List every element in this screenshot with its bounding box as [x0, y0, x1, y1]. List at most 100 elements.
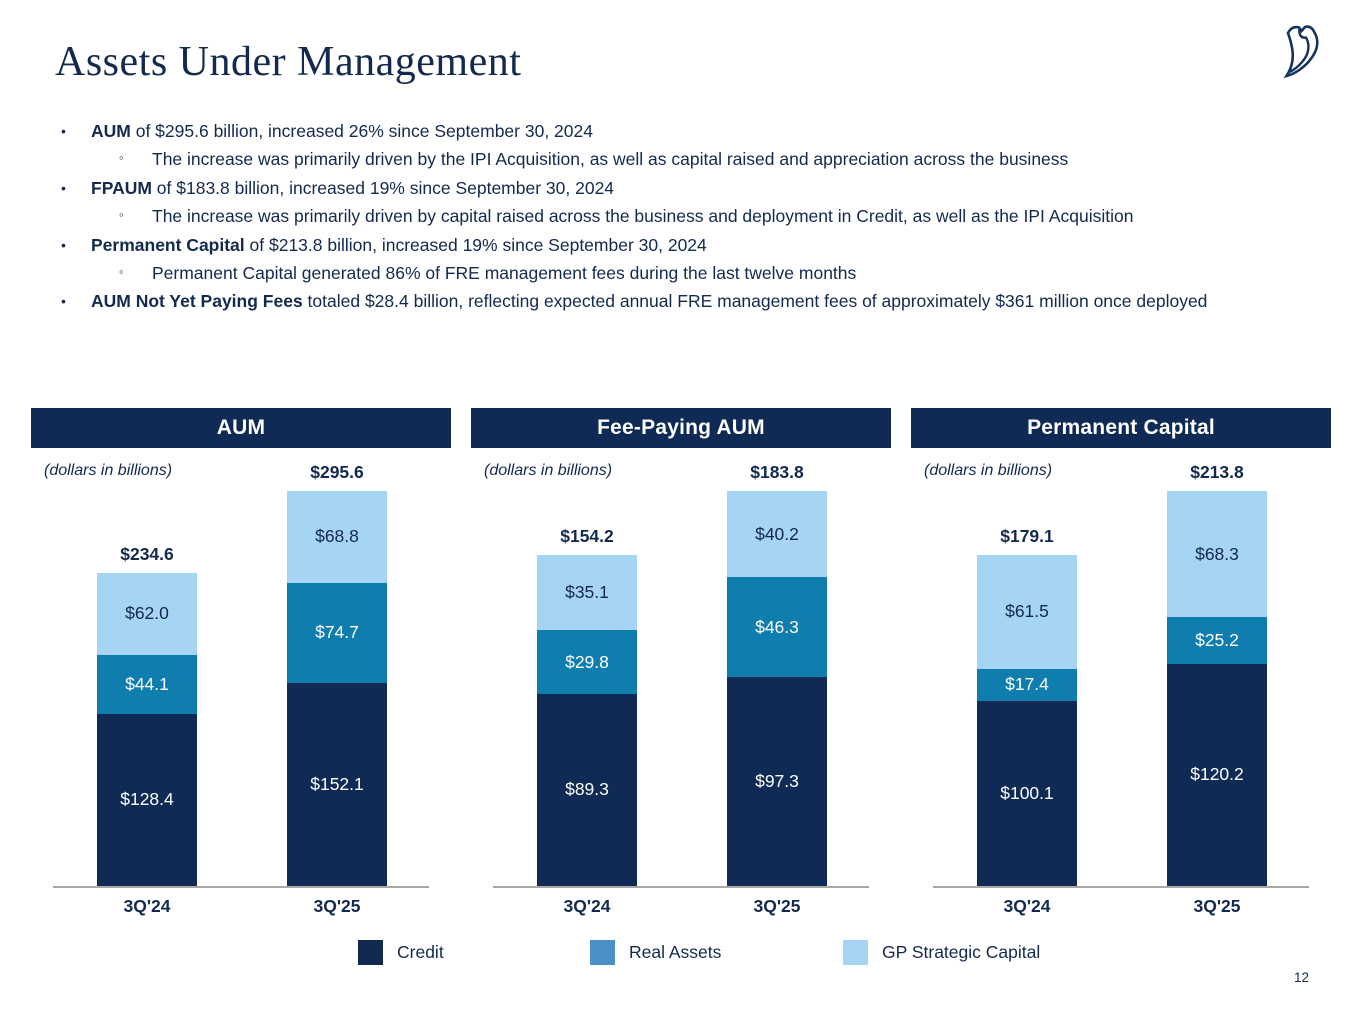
stacked-bar-3q-25: $68.3 $25.2 $120.2 — [1167, 491, 1267, 886]
bullet-item: • FPAUM of $183.8 billion, increased 19% … — [55, 174, 1325, 202]
segment-value-label: $61.5 — [1005, 601, 1049, 622]
x-axis-tick-label: 3Q'24 — [123, 896, 171, 916]
segment-value-label: $62.0 — [125, 603, 169, 624]
bullet-item: ◦ The increase was primarily driven by ca… — [55, 202, 1325, 230]
segment-value-label: $68.8 — [315, 526, 359, 547]
bullet-marker: • — [61, 293, 66, 310]
bar-segment-credit: $89.3 — [537, 694, 637, 886]
chart-permanent-capital: Permanent Capital (dollars in billions) 3Q… — [911, 408, 1331, 920]
bullet-text: totaled $28.4 billion, reflecting expect… — [302, 291, 1208, 312]
stacked-bar-3q-24: $61.5 $17.4 $100.1 — [977, 555, 1077, 886]
chart-plot-area: $62.0 $44.1 $128.4 $234.6 $68.8 $74.7 $152.1 $2… — [31, 448, 451, 888]
bar-segment-gp-strategic-capital: $68.3 — [1167, 491, 1267, 618]
sub-bullet-marker: ◦ — [119, 264, 124, 280]
bullet-item: • AUM Not Yet Paying Fees totaled $28.4 b… — [55, 287, 1325, 315]
bullet-text: of $295.6 billion, increased 26% since S… — [130, 121, 593, 141]
chart-units-label: (dollars in billions) — [484, 462, 613, 479]
bullet-item: • Permanent Capital of $213.8 billion, in… — [55, 231, 1325, 259]
segment-value-label: $120.2 — [1190, 764, 1244, 785]
segment-value-label: $128.4 — [120, 789, 174, 810]
chart-plot-area: $35.1 $29.8 $89.3 $154.2 $40.2 $46.3 $97.3 $183… — [471, 448, 891, 888]
bar-segment-credit: $100.1 — [977, 700, 1077, 886]
segment-value-label: $89.3 — [565, 779, 609, 800]
page-title: Assets Under Management — [55, 39, 522, 85]
legend-label: Real Assets — [629, 942, 722, 962]
chart-plot-area: $61.5 $17.4 $100.1 $179.1 $68.3 $25.2 $120.2 $2… — [911, 448, 1331, 888]
page-number: 12 — [1294, 970, 1310, 985]
bar-segment-gp-strategic-capital: $35.1 — [537, 554, 637, 630]
bullet-lead-text: FPAUM — [91, 177, 152, 198]
bar-total-label: $179.1 — [1000, 526, 1054, 547]
stacked-bar-3q-25: $40.2 $46.3 $97.3 — [727, 491, 827, 886]
bar-total-label: $213.8 — [1190, 462, 1244, 482]
bullet-text: of $183.8 billion, increased 19% since S… — [151, 177, 615, 198]
sub-bullet-marker: ◦ — [119, 150, 124, 166]
segment-value-label: $40.2 — [755, 523, 799, 544]
segment-value-label: $29.8 — [565, 651, 609, 672]
segment-value-label: $46.3 — [755, 616, 799, 637]
bullet-lead-text: AUM — [91, 121, 131, 141]
x-axis-line — [493, 886, 869, 888]
bullet-item: ◦ The increase was primarily driven by th… — [55, 145, 1325, 173]
stacked-bar-3q-25: $68.8 $74.7 $152.1 — [287, 491, 387, 886]
bullet-text: Permanent Capital generated 86% of FRE m… — [152, 263, 857, 284]
stacked-bar-3q-24: $62.0 $44.1 $128.4 — [97, 572, 197, 887]
segment-value-label: $17.4 — [1005, 674, 1049, 695]
segment-value-label: $152.1 — [310, 773, 364, 794]
bar-segment-gp-strategic-capital: $61.5 — [977, 555, 1077, 669]
x-axis-line — [933, 886, 1309, 888]
bar-segment-real-assets: $29.8 — [537, 630, 637, 694]
bullet-text: The increase was primarily driven by the… — [152, 149, 1069, 170]
bullet-item: • AUM of $295.6 billion, increased 26% si… — [55, 117, 1325, 145]
x-axis-tick-label: 3Q'25 — [1193, 896, 1241, 916]
x-axis-tick-label: 3Q'25 — [753, 896, 801, 916]
chart-fee-paying-aum: Fee-Paying AUM (dollars in billions) 3Q'24… — [471, 408, 891, 920]
legend-item-gp-strategic-capital: GP Strategic Capital — [843, 940, 1040, 965]
bar-total-label: $154.2 — [560, 525, 614, 546]
bullet-lead-text: AUM Not Yet Paying Fees — [91, 291, 303, 312]
bullet-marker: • — [61, 236, 66, 253]
chart-title-banner: AUM — [31, 408, 451, 448]
segment-value-label: $68.3 — [1195, 543, 1239, 564]
segment-value-label: $25.2 — [1195, 629, 1239, 650]
bullet-lead-text: Permanent Capital — [91, 234, 245, 255]
bar-segment-gp-strategic-capital: $40.2 — [727, 491, 827, 578]
bar-segment-credit: $152.1 — [287, 682, 387, 886]
bullet-list: • AUM of $295.6 billion, increased 26% si… — [55, 117, 1325, 316]
segment-value-label: $100.1 — [1000, 782, 1054, 803]
bar-segment-gp-strategic-capital: $62.0 — [97, 572, 197, 656]
segment-value-label: $74.7 — [315, 622, 359, 643]
chart-units-label: (dollars in billions) — [924, 462, 1053, 479]
legend-label: GP Strategic Capital — [882, 942, 1041, 962]
x-axis-tick-label: 3Q'24 — [1003, 896, 1051, 916]
bullet-item: ◦ Permanent Capital generated 86% of FRE … — [55, 259, 1325, 287]
bar-segment-gp-strategic-capital: $68.8 — [287, 491, 387, 583]
bullet-text: of $213.8 billion, increased 19% since S… — [244, 234, 707, 255]
x-axis-line — [53, 886, 429, 888]
legend-label: Credit — [397, 942, 444, 962]
bar-total-label: $295.6 — [310, 462, 364, 482]
bullet-marker: • — [61, 123, 66, 139]
segment-value-label: $35.1 — [565, 581, 609, 602]
bar-segment-real-assets: $46.3 — [727, 577, 827, 677]
legend-swatch — [843, 940, 868, 965]
bar-segment-real-assets: $74.7 — [287, 582, 387, 683]
bar-segment-credit: $97.3 — [727, 676, 827, 886]
x-axis-tick-label: 3Q'25 — [313, 896, 361, 916]
segment-value-label: $97.3 — [755, 770, 799, 791]
stacked-bar-3q-24: $35.1 $29.8 $89.3 — [537, 554, 637, 886]
bar-segment-real-assets: $17.4 — [977, 668, 1077, 701]
bullet-marker: • — [61, 179, 66, 196]
legend-item-credit: Credit — [358, 940, 444, 965]
blue-owl-logo-icon — [1283, 25, 1319, 79]
legend-swatch — [358, 940, 383, 965]
bar-total-label: $183.8 — [750, 462, 804, 482]
bullet-text: The increase was primarily driven by cap… — [152, 206, 1134, 227]
chart-title-banner: Fee-Paying AUM — [471, 408, 891, 448]
chart-aum: AUM (dollars in billions) 3Q'24 3Q'25 $62.0 $… — [31, 408, 451, 920]
legend-swatch — [590, 940, 615, 965]
segment-value-label: $44.1 — [125, 674, 169, 695]
bar-segment-real-assets: $25.2 — [1167, 617, 1267, 664]
sub-bullet-marker: ◦ — [119, 207, 124, 223]
